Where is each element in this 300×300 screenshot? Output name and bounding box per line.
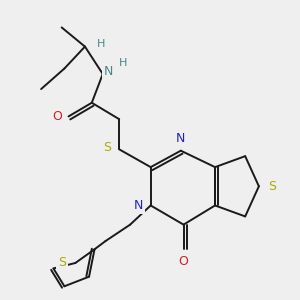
Text: S: S xyxy=(103,141,111,154)
Text: S: S xyxy=(268,180,277,193)
Text: H: H xyxy=(97,39,106,49)
Text: N: N xyxy=(176,132,185,145)
Text: H: H xyxy=(119,58,128,68)
Text: N: N xyxy=(134,199,143,212)
Text: N: N xyxy=(103,65,113,78)
Text: O: O xyxy=(178,255,188,268)
Text: S: S xyxy=(58,256,66,269)
Text: O: O xyxy=(52,110,62,123)
